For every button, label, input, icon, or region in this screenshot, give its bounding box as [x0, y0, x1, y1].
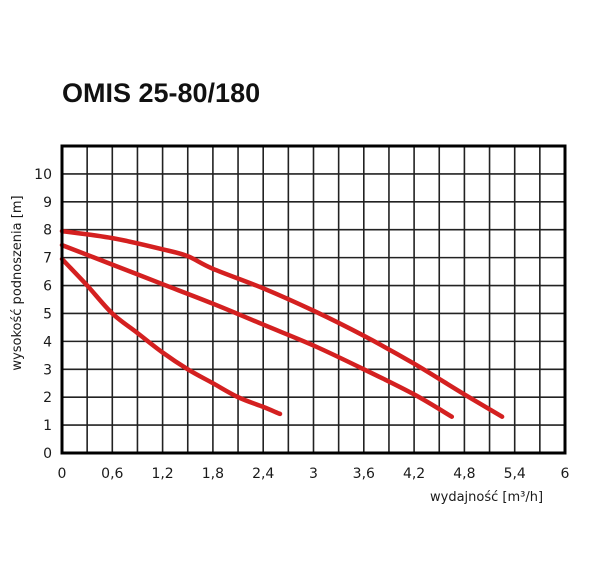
x-tick-label: 0,6: [101, 466, 123, 482]
y-tick-label: 6: [43, 279, 52, 295]
x-tick-label: 4,8: [453, 466, 475, 482]
series-line-3: [59, 228, 505, 419]
y-tick-label: 7: [43, 251, 52, 267]
x-tick-label: 3: [309, 466, 318, 482]
tick-labels: 0 0,6 1,2 1,8 2,4 3 3,6 4,2 4,8 5,4 6 0 1 2 3 4 5 6 7 8 9 10: [34, 167, 569, 482]
x-tick-label: 5,4: [504, 466, 526, 482]
y-tick-label: 0: [43, 446, 52, 462]
grid: [62, 146, 565, 453]
y-tick-label: 4: [43, 334, 52, 350]
y-tick-label: 9: [43, 195, 52, 211]
x-tick-label: 4,2: [403, 466, 425, 482]
y-tick-label: 5: [43, 306, 52, 322]
chart-title: OMIS 25-80/180: [62, 78, 261, 108]
plot-frame: [60, 144, 567, 455]
series-line-2: [59, 242, 455, 419]
y-tick-label: 10: [34, 167, 52, 183]
x-tick-label: 1,2: [151, 466, 173, 482]
y-axis-label: wysokość podnoszenia [m]: [10, 195, 25, 370]
x-tick-label: 0: [58, 466, 67, 482]
x-tick-label: 3,6: [353, 466, 375, 482]
x-tick-label: 2,4: [252, 466, 274, 482]
y-tick-label: 3: [43, 362, 52, 378]
x-tick-label: 1,8: [202, 466, 224, 482]
series-line-1: [59, 256, 283, 417]
y-tick-label: 8: [43, 223, 52, 239]
y-tick-label: 1: [43, 418, 52, 434]
y-tick-label: 2: [43, 390, 52, 406]
x-tick-label: 6: [561, 466, 570, 482]
x-axis-label: wydajność [m³/h]: [430, 490, 543, 505]
series-layer: [59, 228, 505, 419]
